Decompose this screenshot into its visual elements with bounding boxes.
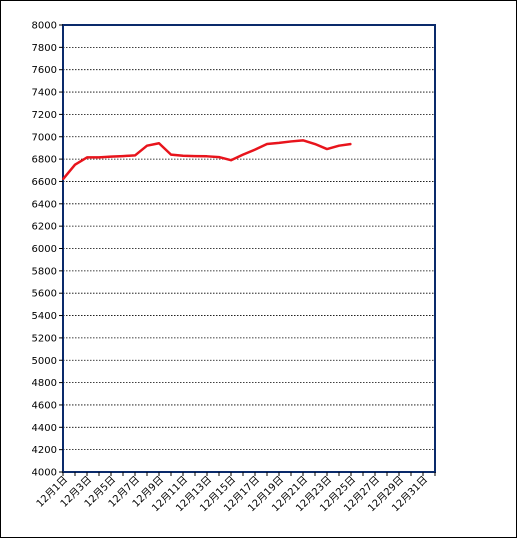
y-tick-label: 7200: [32, 110, 57, 121]
data-point: [98, 156, 100, 159]
data-point: [74, 163, 76, 166]
y-tick-label: 7400: [32, 88, 57, 99]
data-point: [254, 148, 256, 151]
data-point: [86, 156, 88, 159]
data-point: [122, 155, 124, 157]
y-tick-label: 6200: [32, 222, 57, 233]
y-tick-label: 5000: [32, 356, 57, 367]
data-point: [182, 154, 184, 157]
y-tick-label: 4200: [32, 445, 57, 456]
data-point: [278, 142, 280, 144]
y-tick-label: 6400: [32, 199, 57, 210]
y-tick-label: 4400: [32, 423, 57, 434]
data-point: [170, 153, 172, 156]
y-tick-label: 5600: [32, 289, 57, 300]
data-point: [110, 155, 112, 158]
y-tick-label: 5200: [32, 333, 57, 344]
data-point: [218, 156, 220, 158]
x-axis: 12月1日12月3日12月5日12月7日12月9日12月11日12月13日12月…: [34, 472, 436, 514]
y-tick-label: 5400: [32, 311, 57, 322]
data-point: [338, 144, 340, 147]
data-point: [350, 143, 352, 145]
data-point: [194, 155, 196, 157]
data-point: [134, 154, 136, 157]
data-point: [302, 139, 304, 142]
data-point: [326, 148, 328, 150]
y-tick-label: 4800: [32, 378, 57, 389]
y-tick-label: 7000: [32, 132, 57, 143]
data-point: [266, 143, 268, 145]
data-point: [158, 142, 160, 145]
y-tick-label: 6800: [32, 155, 57, 166]
data-point: [290, 140, 292, 143]
data-point: [230, 159, 232, 162]
y-tick-label: 6600: [32, 177, 57, 188]
data-point: [146, 144, 148, 147]
y-axis: 4000 4200 4400 4600 4800 5000 5200 5400 5600 5800…: [32, 21, 63, 479]
gridlines: [63, 46, 435, 451]
data-point: [206, 155, 208, 158]
y-tick-label: 7600: [32, 65, 57, 76]
data-point: [242, 153, 244, 156]
data-point: [314, 143, 316, 145]
y-tick-label: 7800: [32, 43, 57, 54]
series-layer: [62, 139, 352, 181]
series-line: [62, 139, 352, 181]
y-tick-label: 4600: [32, 400, 57, 411]
y-tick-label: 8000: [32, 21, 57, 32]
y-tick-label: 4000: [32, 468, 57, 479]
data-point: [62, 178, 64, 181]
y-tick-label: 5800: [32, 266, 57, 277]
y-tick-label: 6000: [32, 244, 57, 255]
